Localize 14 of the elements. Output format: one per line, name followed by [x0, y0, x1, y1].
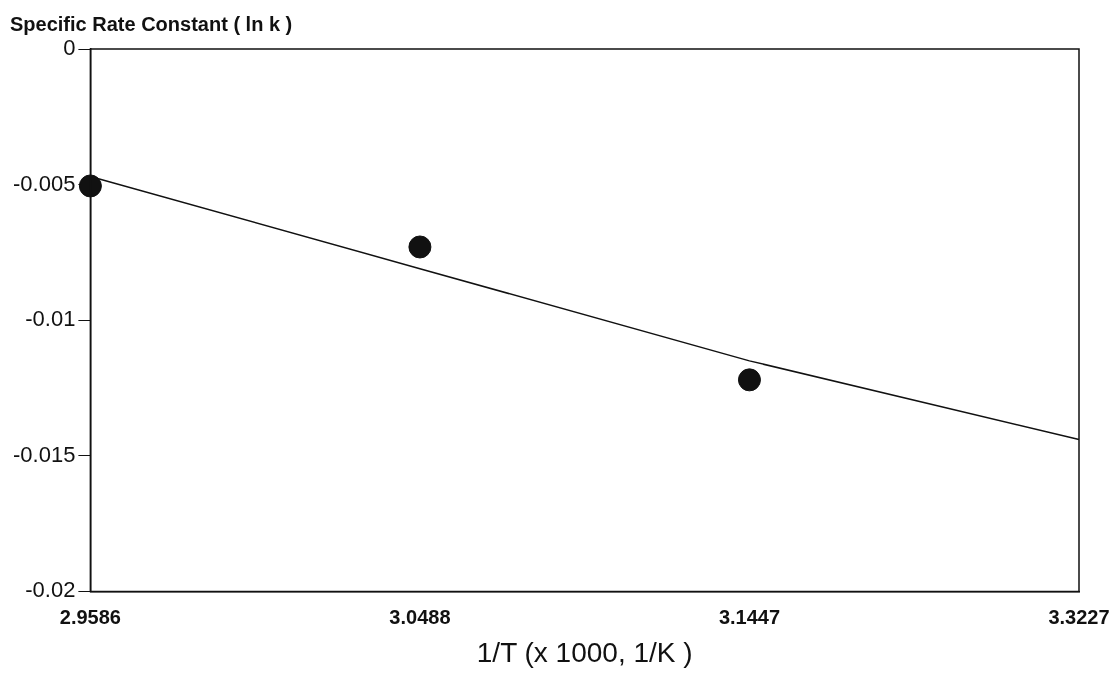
point — [408, 235, 432, 259]
y-tick-label: -0.02 — [25, 577, 76, 603]
x-tick-label: 3.1447 — [718, 605, 781, 628]
x-tick-label: 2.9586 — [59, 605, 121, 628]
x-axis-title: 1/T (x 1000, 1/K ) — [476, 636, 693, 668]
y-axis-title: Specific Rate Constant ( ln k ) — [10, 12, 293, 35]
x-tick-label: 3.0488 — [389, 605, 451, 628]
y-tick-label: -0.015 — [12, 441, 76, 467]
y-tick-label: -0.005 — [12, 170, 76, 196]
x-tick-label: 3.3227 — [1048, 605, 1110, 628]
point — [737, 368, 761, 392]
y-tick-label: -0.01 — [25, 306, 76, 332]
point — [78, 174, 102, 198]
y-tick-label: 0 — [63, 35, 76, 61]
